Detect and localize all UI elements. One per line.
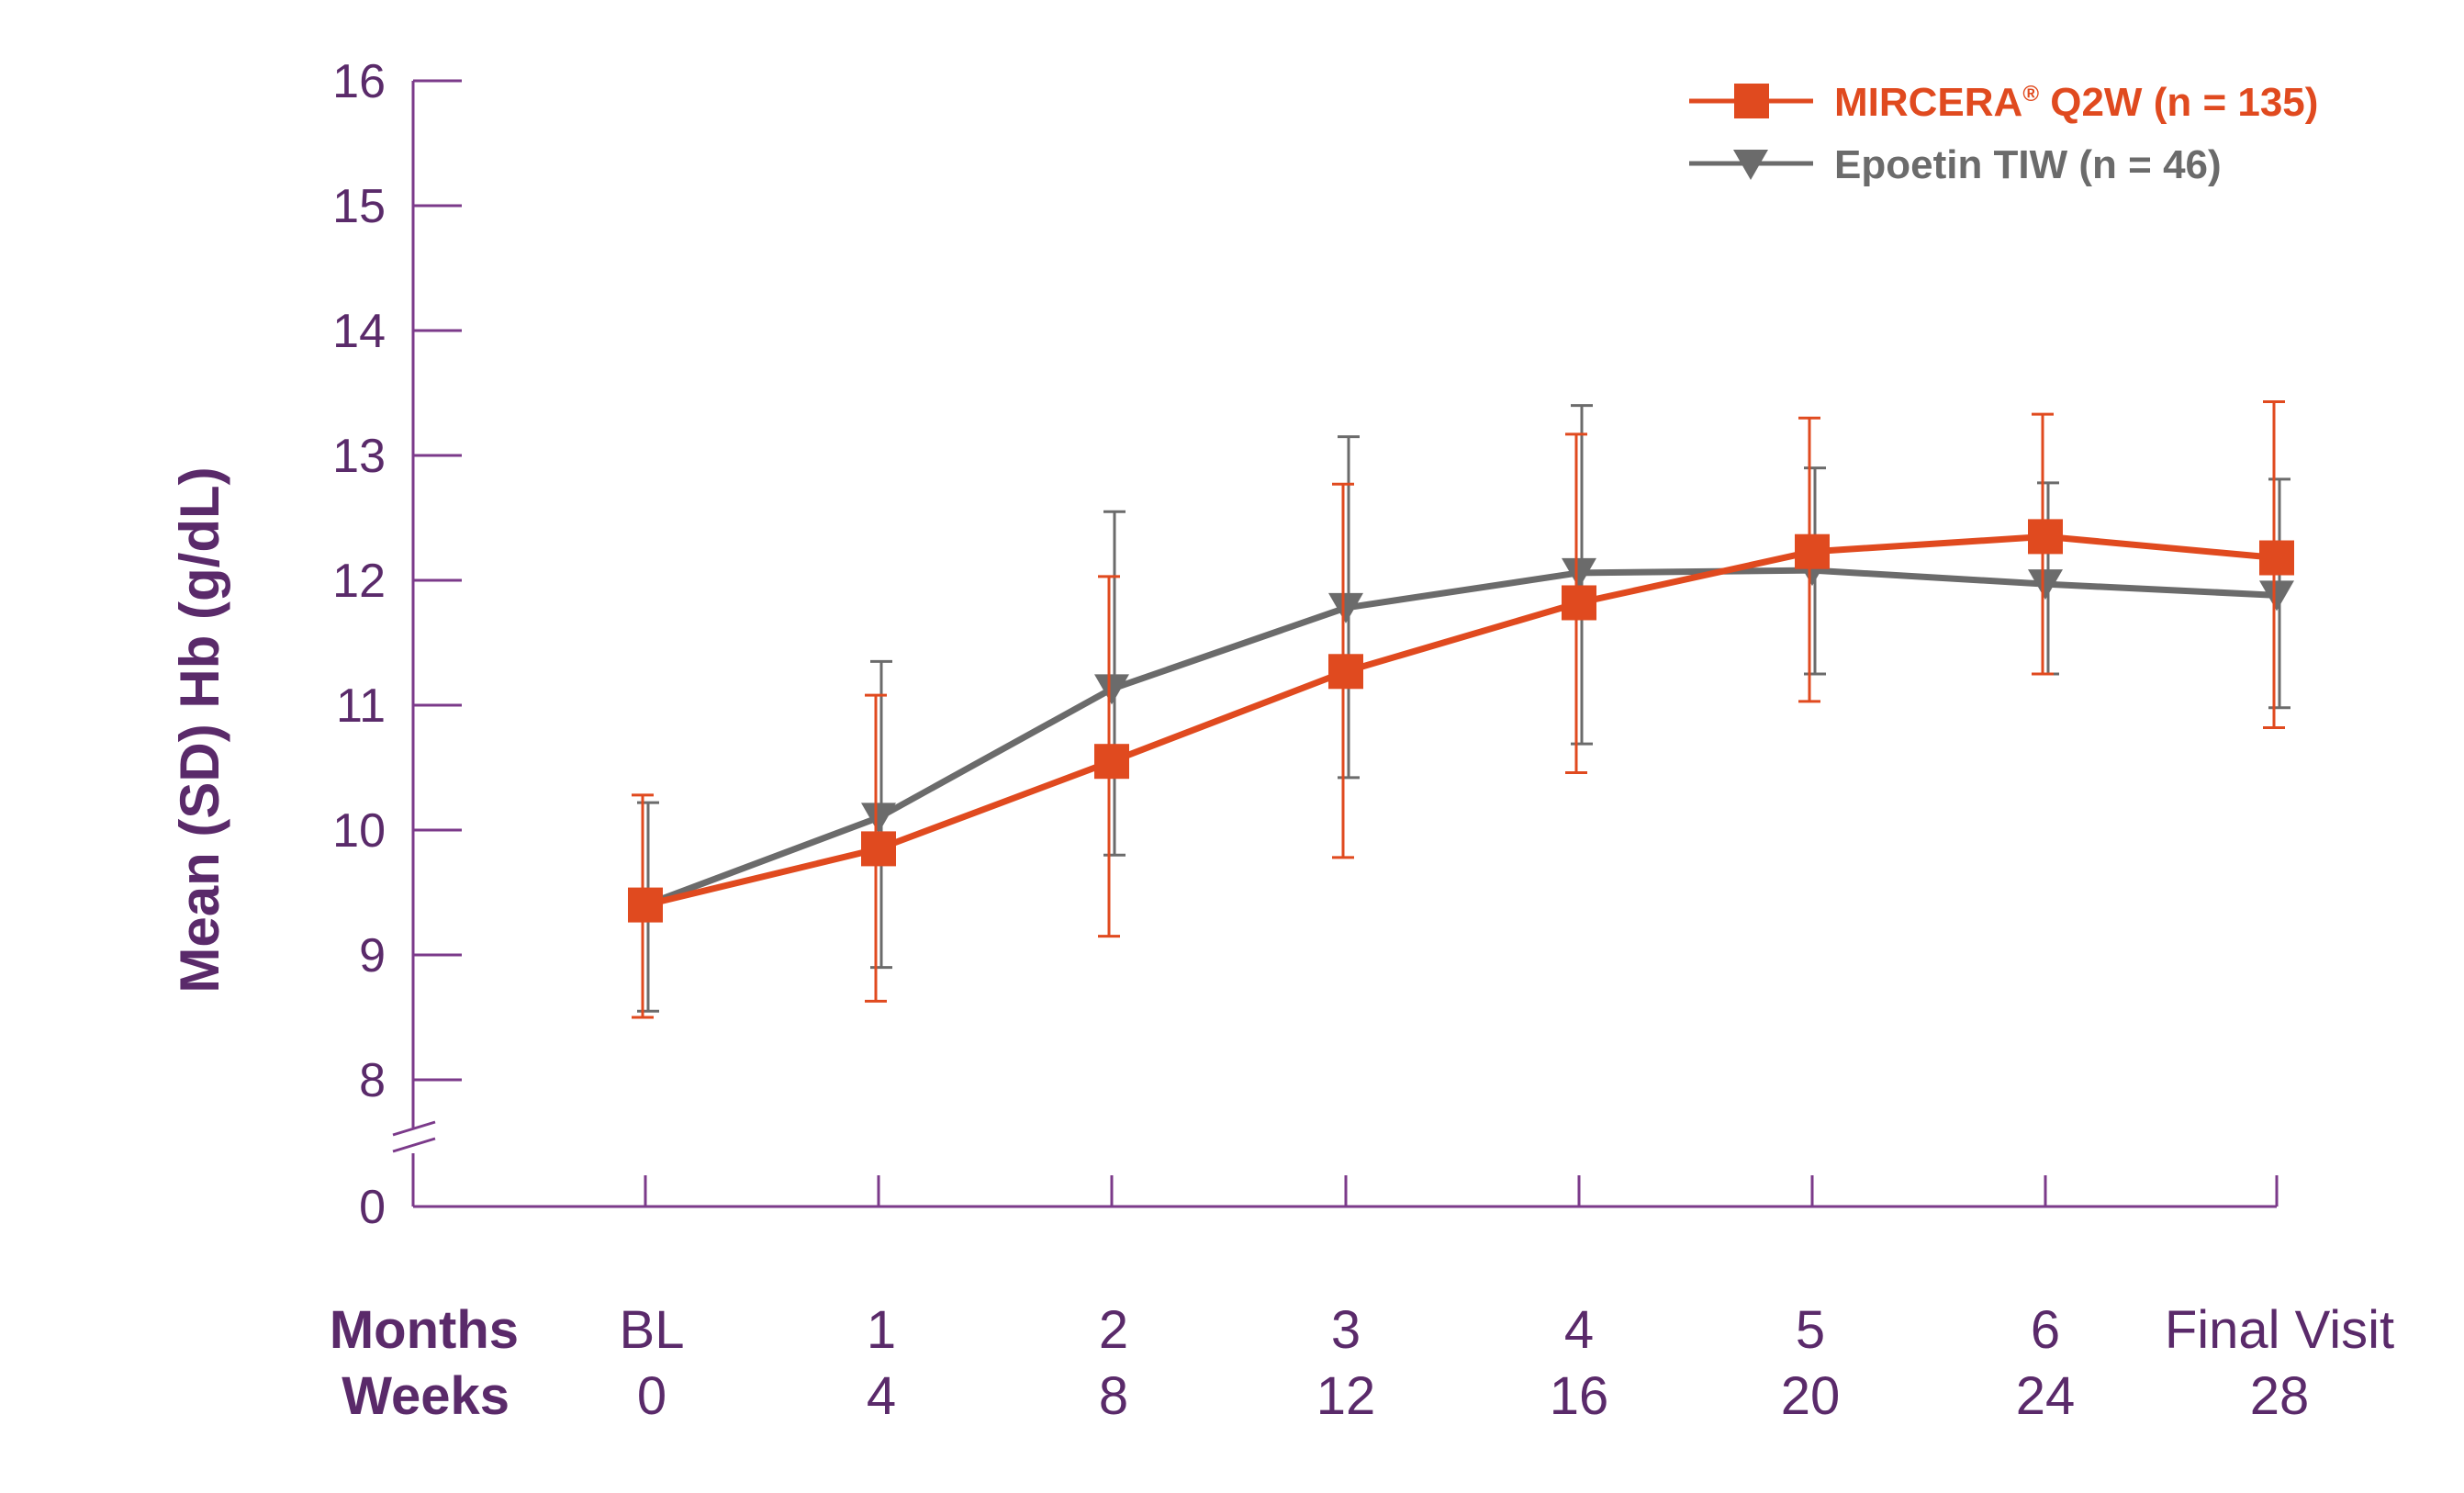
y-axis-label: Mean (SD) Hb (g/dL) (169, 466, 230, 993)
week-label: 4 (867, 1366, 896, 1426)
data-point (2028, 569, 2063, 601)
y-tick-label: 12 (332, 555, 386, 608)
week-label: 16 (1550, 1366, 1609, 1426)
month-label: 2 (1099, 1300, 1128, 1360)
registered-mark: ® (2022, 82, 2039, 107)
month-label: Final Visit (2165, 1300, 2394, 1360)
legend: MIRCERA® Q2W (n = 135) Epoetin TIW (n = … (1689, 80, 2318, 187)
month-label: 5 (1796, 1300, 1825, 1360)
data-point (628, 887, 663, 923)
y-tick-label: 8 (359, 1054, 386, 1107)
week-label: 28 (2250, 1366, 2310, 1426)
data-point (1562, 585, 1596, 621)
axis-break-mark-2 (392, 1137, 436, 1153)
axis-break-mark-1 (392, 1120, 436, 1137)
data-point (1094, 674, 1129, 705)
data-point (2259, 540, 2294, 576)
week-label: 20 (1781, 1366, 1841, 1426)
series-line (644, 533, 2278, 909)
weeks-row-label: Weeks (342, 1366, 510, 1426)
data-point (2259, 580, 2294, 612)
y-tick-label: 13 (332, 430, 386, 483)
plot-area (628, 400, 2294, 1019)
y-tick-label: 14 (332, 305, 386, 358)
month-label: 6 (2031, 1300, 2060, 1360)
y-tick-label: 0 (359, 1181, 386, 1234)
legend-label-mircera-name: MIRCERA (1834, 80, 2022, 125)
data-point (1795, 533, 1830, 569)
week-label: 8 (1099, 1366, 1128, 1426)
week-label: 24 (2016, 1366, 2076, 1426)
x-category-labels: Months Weeks BL 1 2 3 4 5 6 Final Visit … (330, 1300, 2394, 1426)
month-label: 4 (1564, 1300, 1594, 1360)
month-label: 3 (1331, 1300, 1361, 1360)
legend-label-mircera-rest: Q2W (n = 135) (2039, 80, 2318, 125)
data-point (1328, 592, 1363, 623)
data-point (2028, 519, 2063, 555)
y-tick-label: 9 (359, 929, 386, 982)
data-point (861, 803, 896, 834)
months-row-label: Months (330, 1300, 519, 1360)
y-tick-label: 11 (336, 679, 386, 733)
x-ticks (644, 1175, 2279, 1207)
data-point (1094, 744, 1129, 780)
legend-label-epoetin: Epoetin TIW (n = 46) (1834, 142, 2222, 187)
y-ticks: 0 8 9 10 11 12 13 14 15 16 (332, 55, 462, 1234)
series-0 (628, 400, 2294, 1019)
week-label: 0 (637, 1366, 666, 1426)
month-label: 1 (867, 1300, 896, 1360)
axes (392, 81, 2277, 1208)
data-point (861, 831, 896, 867)
data-point (1562, 557, 1596, 589)
data-point (1328, 654, 1363, 690)
legend-marker-epoetin (1733, 150, 1768, 180)
week-label: 12 (1316, 1366, 1376, 1426)
series-1 (628, 404, 2294, 1013)
y-tick-label: 10 (332, 804, 386, 858)
y-tick-label: 15 (332, 180, 386, 233)
legend-label-mircera: MIRCERA® Q2W (n = 135) (1834, 80, 2318, 125)
legend-marker-mircera (1734, 84, 1769, 118)
y-tick-label: 16 (332, 55, 386, 108)
series-line (644, 567, 2278, 908)
month-label: BL (620, 1300, 685, 1360)
